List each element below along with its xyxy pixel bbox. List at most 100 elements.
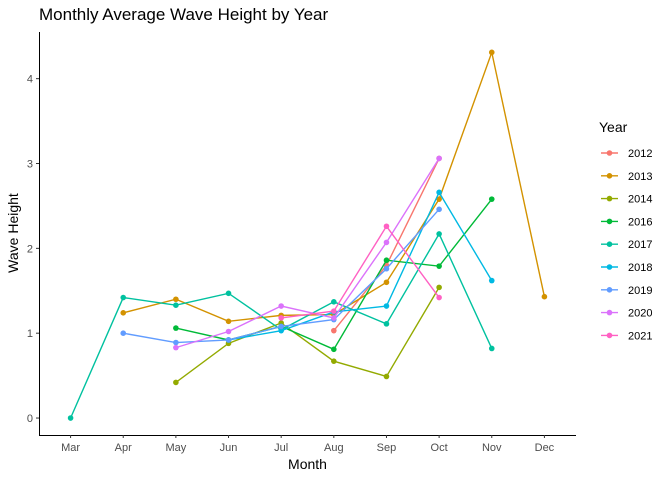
legend-item-2012: 2012 (601, 148, 652, 160)
y-axis-title: Wave Height (5, 193, 21, 273)
data-point (225, 328, 232, 335)
x-tick-label: Apr (115, 442, 132, 454)
data-point (173, 379, 179, 386)
data-point (278, 303, 284, 309)
legend-label: 2021 (628, 330, 652, 342)
legend-key-point (606, 332, 613, 339)
series-line (175, 158, 440, 349)
data-point (383, 223, 390, 230)
legend-label: 2020 (628, 308, 652, 320)
data-point (488, 345, 495, 352)
data-point (383, 279, 390, 286)
data-point (331, 308, 337, 314)
data-point (383, 303, 390, 309)
series-2021 (278, 223, 442, 321)
legend-key-point (606, 309, 613, 316)
series-line (175, 287, 440, 383)
x-tick-label: Jul (274, 442, 288, 454)
data-point (383, 265, 390, 272)
data-point (67, 415, 74, 421)
data-point (331, 346, 337, 353)
series-2020 (173, 155, 442, 351)
data-point (120, 294, 127, 301)
x-tick-label: Dec (535, 442, 555, 454)
legend-item-2019: 2019 (601, 285, 652, 297)
series-line (281, 225, 440, 319)
data-point (488, 49, 495, 56)
data-point (436, 189, 442, 196)
series-line (175, 198, 493, 351)
data-point (120, 330, 127, 336)
legend-item-2021: 2021 (601, 330, 652, 342)
x-tick-label: Sep (377, 442, 397, 454)
data-point (173, 325, 179, 331)
data-point (436, 206, 442, 213)
x-tick-label: Mar (61, 442, 80, 454)
data-point (225, 290, 232, 297)
data-point (436, 155, 442, 162)
y-tick-label: 4 (27, 74, 33, 86)
series-line (123, 49, 546, 323)
series-2014 (173, 284, 442, 386)
series-2019 (120, 206, 442, 346)
series-2013 (120, 49, 548, 325)
legend-item-2017: 2017 (601, 239, 652, 251)
y-tick-label: 2 (27, 243, 33, 255)
data-point (331, 327, 337, 334)
legend-item-2018: 2018 (601, 262, 652, 274)
legend-label: 2017 (628, 239, 652, 251)
data-point (383, 239, 390, 246)
legend-label: 2016 (628, 216, 652, 228)
data-point (120, 310, 127, 316)
data-point (331, 358, 337, 364)
y-axis: 0 1 2 3 4 (27, 74, 39, 425)
data-point (225, 337, 232, 343)
data-point (383, 257, 390, 264)
legend-label: 2018 (628, 262, 652, 274)
data-point (436, 284, 442, 291)
x-axis-title: Month (288, 456, 327, 472)
y-tick-label: 0 (27, 413, 33, 425)
data-point (488, 196, 495, 202)
data-point (173, 344, 179, 351)
data-point (173, 296, 179, 303)
data-point (173, 339, 179, 346)
legend-title: Year (599, 119, 628, 135)
x-tick-label: Oct (431, 442, 448, 454)
x-tick-label: May (165, 442, 186, 454)
data-point (278, 323, 284, 330)
legend-label: 2013 (628, 171, 652, 183)
legend-key-point (606, 218, 613, 225)
data-point (278, 327, 284, 334)
data-point (436, 263, 442, 269)
legend-key-point (606, 173, 613, 179)
legend-key-point (606, 241, 613, 247)
legend-item-2020: 2020 (601, 308, 652, 320)
legend-item-2013: 2013 (601, 171, 652, 183)
series-line (228, 190, 493, 341)
data-point (278, 315, 284, 321)
x-tick-label: Aug (324, 442, 344, 454)
plot-area (67, 49, 548, 421)
x-axis: Mar Apr May Jun Jul Aug Sep Oct Nov Dec (61, 435, 555, 454)
data-point (383, 321, 390, 327)
data-point (331, 298, 337, 305)
legend-label: 2014 (628, 194, 652, 206)
data-point (225, 318, 232, 325)
data-point (488, 277, 495, 284)
data-point (436, 231, 442, 237)
legend-key-point (606, 150, 613, 156)
legend-label: 2019 (628, 285, 652, 297)
data-point (383, 373, 390, 380)
data-point (436, 294, 442, 301)
chart-title: Monthly Average Wave Height by Year (39, 5, 329, 24)
legend-key-point (606, 287, 613, 293)
data-point (331, 315, 337, 321)
x-tick-label: Jun (220, 442, 238, 454)
legend-item-2016: 2016 (601, 216, 652, 228)
y-tick-label: 1 (27, 328, 33, 340)
legend-item-2014: 2014 (601, 194, 652, 206)
data-point (436, 196, 442, 202)
y-tick-label: 3 (27, 159, 33, 171)
